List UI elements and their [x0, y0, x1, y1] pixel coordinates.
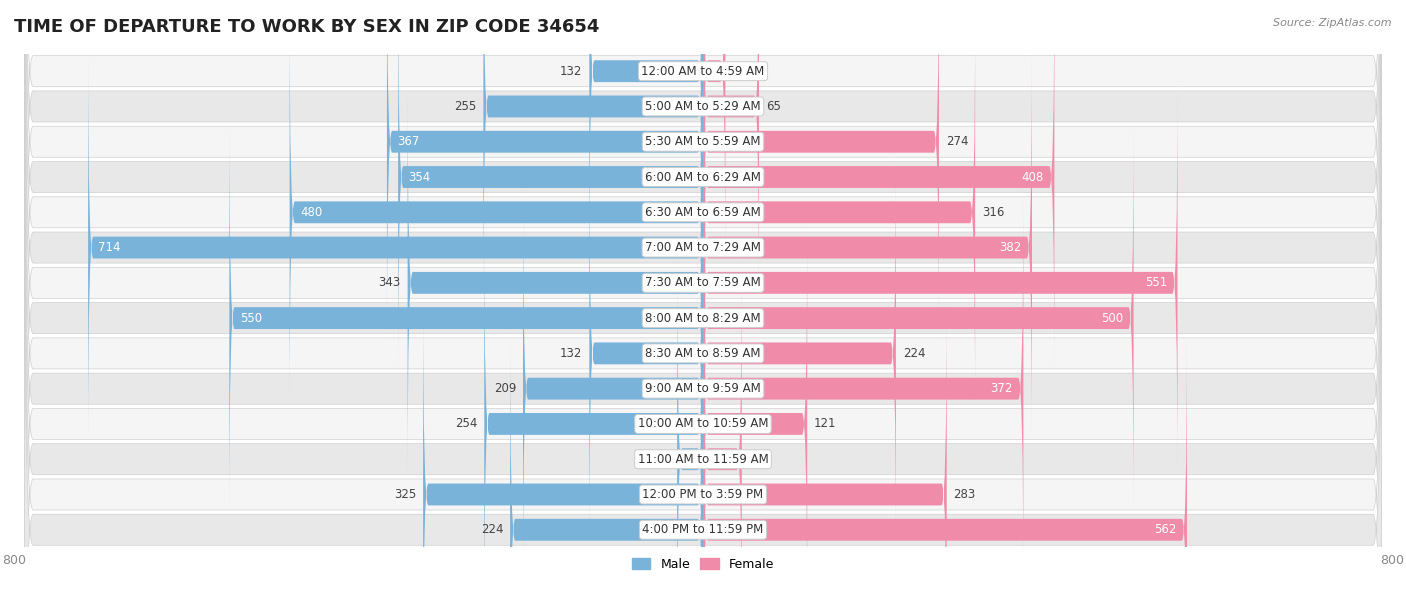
Text: 562: 562	[1154, 523, 1177, 536]
Text: 343: 343	[378, 276, 401, 289]
Text: 367: 367	[398, 135, 419, 148]
Text: 325: 325	[394, 488, 416, 501]
FancyBboxPatch shape	[387, 0, 703, 343]
FancyBboxPatch shape	[24, 0, 1382, 595]
FancyBboxPatch shape	[24, 87, 1382, 595]
Text: 4:00 PM to 11:59 PM: 4:00 PM to 11:59 PM	[643, 523, 763, 536]
FancyBboxPatch shape	[703, 117, 1133, 519]
FancyBboxPatch shape	[24, 51, 1382, 595]
FancyBboxPatch shape	[290, 11, 703, 413]
Text: 209: 209	[494, 382, 516, 395]
FancyBboxPatch shape	[24, 16, 1382, 595]
FancyBboxPatch shape	[703, 0, 939, 343]
Text: 12:00 PM to 3:59 PM: 12:00 PM to 3:59 PM	[643, 488, 763, 501]
FancyBboxPatch shape	[423, 294, 703, 595]
FancyBboxPatch shape	[703, 0, 725, 272]
FancyBboxPatch shape	[24, 0, 1382, 408]
Text: 10:00 AM to 10:59 AM: 10:00 AM to 10:59 AM	[638, 418, 768, 430]
Text: 354: 354	[409, 171, 430, 183]
FancyBboxPatch shape	[229, 117, 703, 519]
Text: 11:00 AM to 11:59 AM: 11:00 AM to 11:59 AM	[638, 453, 768, 466]
Text: 30: 30	[655, 453, 671, 466]
FancyBboxPatch shape	[24, 122, 1382, 595]
Text: 551: 551	[1144, 276, 1167, 289]
FancyBboxPatch shape	[703, 11, 976, 413]
Text: 714: 714	[98, 241, 121, 254]
Text: 408: 408	[1022, 171, 1045, 183]
Text: 9:00 AM to 9:59 AM: 9:00 AM to 9:59 AM	[645, 382, 761, 395]
Text: 550: 550	[239, 312, 262, 325]
FancyBboxPatch shape	[24, 0, 1382, 585]
Text: 274: 274	[946, 135, 969, 148]
Text: 65: 65	[766, 100, 780, 113]
FancyBboxPatch shape	[703, 223, 807, 595]
FancyBboxPatch shape	[24, 0, 1382, 514]
Text: 372: 372	[991, 382, 1012, 395]
FancyBboxPatch shape	[523, 188, 703, 590]
Text: 8:30 AM to 8:59 AM: 8:30 AM to 8:59 AM	[645, 347, 761, 360]
FancyBboxPatch shape	[589, 0, 703, 272]
Text: 8:00 AM to 8:29 AM: 8:00 AM to 8:29 AM	[645, 312, 761, 325]
Text: 7:30 AM to 7:59 AM: 7:30 AM to 7:59 AM	[645, 276, 761, 289]
FancyBboxPatch shape	[703, 82, 1177, 484]
Text: 132: 132	[560, 347, 582, 360]
Text: 6:00 AM to 6:29 AM: 6:00 AM to 6:29 AM	[645, 171, 761, 183]
FancyBboxPatch shape	[24, 0, 1382, 595]
Text: 121: 121	[814, 418, 837, 430]
Text: 12:00 AM to 4:59 AM: 12:00 AM to 4:59 AM	[641, 65, 765, 78]
FancyBboxPatch shape	[703, 258, 742, 595]
Text: 5:00 AM to 5:29 AM: 5:00 AM to 5:29 AM	[645, 100, 761, 113]
FancyBboxPatch shape	[703, 153, 896, 554]
Text: 6:30 AM to 6:59 AM: 6:30 AM to 6:59 AM	[645, 206, 761, 219]
Text: TIME OF DEPARTURE TO WORK BY SEX IN ZIP CODE 34654: TIME OF DEPARTURE TO WORK BY SEX IN ZIP …	[14, 18, 599, 36]
Text: 26: 26	[733, 65, 747, 78]
Text: 500: 500	[1101, 312, 1123, 325]
Text: 254: 254	[456, 418, 478, 430]
FancyBboxPatch shape	[484, 0, 703, 307]
Text: 132: 132	[560, 65, 582, 78]
Legend: Male, Female: Male, Female	[627, 553, 779, 576]
Text: 224: 224	[481, 523, 503, 536]
FancyBboxPatch shape	[703, 0, 1054, 378]
FancyBboxPatch shape	[24, 193, 1382, 595]
FancyBboxPatch shape	[408, 82, 703, 484]
FancyBboxPatch shape	[484, 223, 703, 595]
Text: 5:30 AM to 5:59 AM: 5:30 AM to 5:59 AM	[645, 135, 761, 148]
Text: 382: 382	[1000, 241, 1022, 254]
FancyBboxPatch shape	[89, 47, 703, 448]
FancyBboxPatch shape	[510, 329, 703, 595]
FancyBboxPatch shape	[703, 0, 759, 307]
Text: 283: 283	[953, 488, 976, 501]
FancyBboxPatch shape	[24, 157, 1382, 595]
FancyBboxPatch shape	[24, 0, 1382, 444]
Text: 480: 480	[299, 206, 322, 219]
Text: 316: 316	[981, 206, 1004, 219]
Text: 224: 224	[903, 347, 925, 360]
FancyBboxPatch shape	[703, 188, 1024, 590]
Text: 255: 255	[454, 100, 477, 113]
FancyBboxPatch shape	[24, 0, 1382, 550]
FancyBboxPatch shape	[703, 329, 1187, 595]
FancyBboxPatch shape	[703, 294, 946, 595]
Text: 7:00 AM to 7:29 AM: 7:00 AM to 7:29 AM	[645, 241, 761, 254]
FancyBboxPatch shape	[589, 153, 703, 554]
FancyBboxPatch shape	[398, 0, 703, 378]
FancyBboxPatch shape	[703, 47, 1032, 448]
Text: 45: 45	[748, 453, 763, 466]
FancyBboxPatch shape	[24, 0, 1382, 479]
Text: Source: ZipAtlas.com: Source: ZipAtlas.com	[1274, 18, 1392, 28]
FancyBboxPatch shape	[678, 258, 703, 595]
